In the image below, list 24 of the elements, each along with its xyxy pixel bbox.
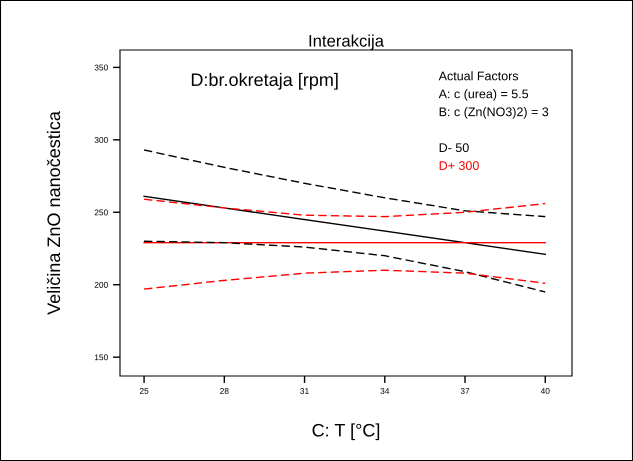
x-tick-label: 40 (540, 388, 550, 394)
y-tick-label: 200 (94, 282, 108, 288)
y-tick-label: 350 (94, 64, 108, 70)
line-series (143, 270, 546, 290)
line-series (143, 240, 546, 293)
x-tick-label: 37 (460, 388, 470, 394)
y-axis-title: Veličina ZnO nanočestica (46, 111, 60, 315)
x-tick-label: 28 (220, 388, 229, 394)
x-tick-label: 31 (300, 388, 309, 394)
chart-title: Interakcija (310, 34, 384, 50)
text: D:br.okretaja [rpm] (192, 72, 338, 90)
text: D+ 300 (440, 161, 479, 170)
x-tick-label: 25 (140, 388, 148, 394)
y-tick-label: 150 (94, 354, 108, 360)
y-tick-label: 250 (94, 209, 108, 216)
line-series (143, 196, 546, 255)
annotation: B: c (Zn(NO3)2) = 3 (440, 107, 548, 119)
text: D- 50 (440, 143, 469, 152)
y-tick-label: 300 (94, 137, 108, 143)
line-series (143, 198, 546, 218)
x-tick-label: 34 (380, 388, 390, 394)
annotation: A: c (urea) = 5.5 (438, 89, 528, 101)
x-axis-title: C: T [°C] (312, 423, 380, 440)
annotation: Actual Factors (438, 71, 518, 80)
